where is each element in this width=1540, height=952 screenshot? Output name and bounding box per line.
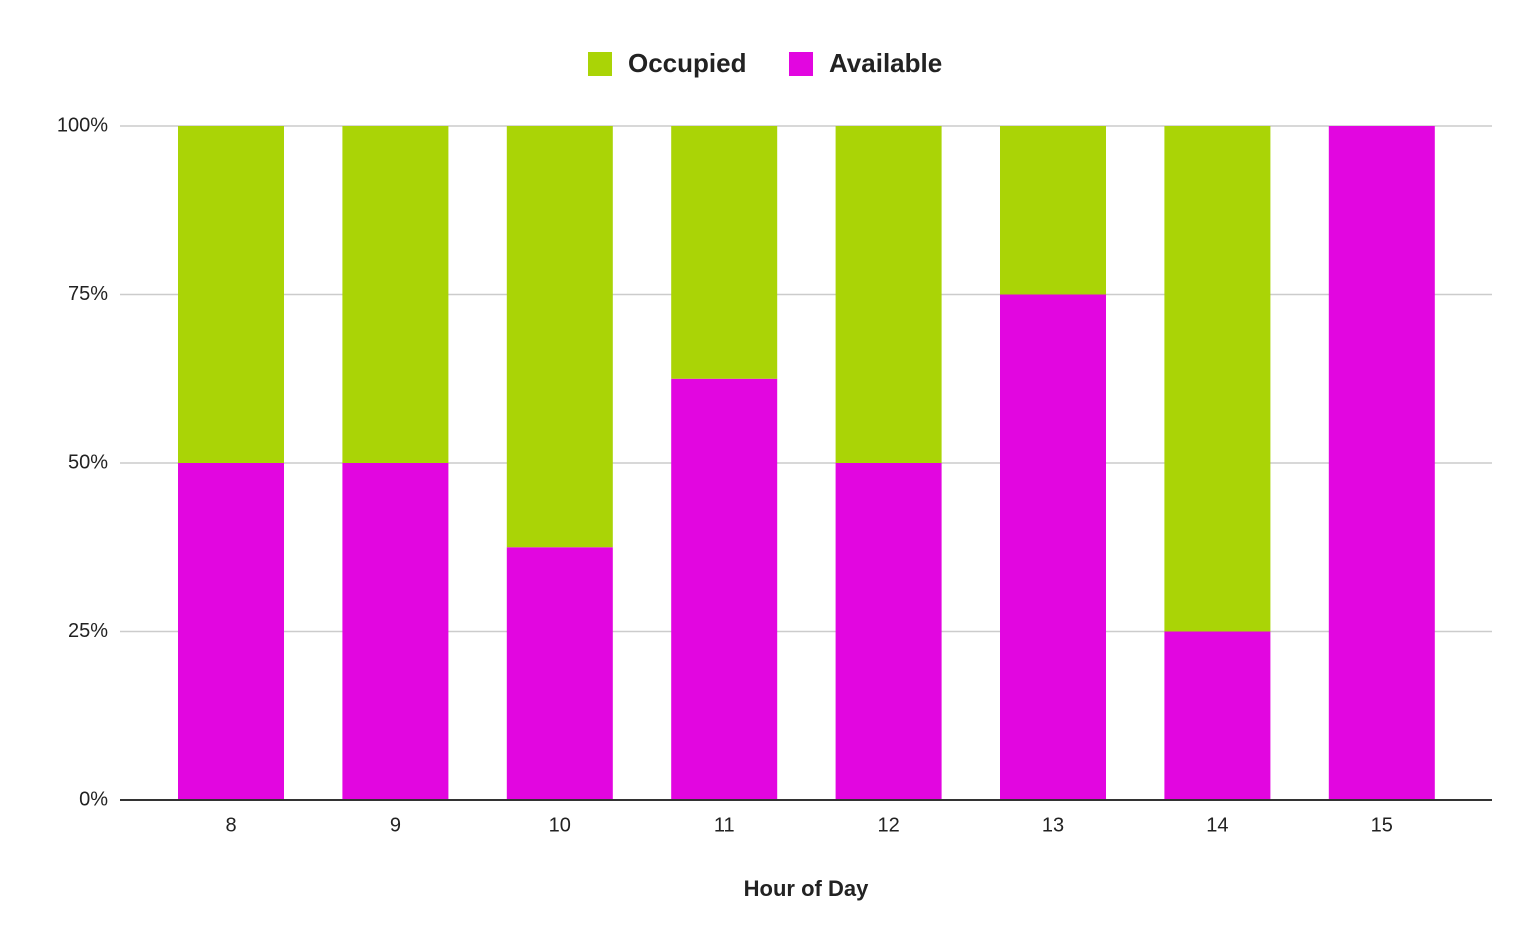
x-tick-label: 15 xyxy=(1371,814,1393,836)
x-tick-label: 11 xyxy=(714,814,735,836)
x-axis-title: Hour of Day xyxy=(744,876,869,901)
x-tick-label: 9 xyxy=(390,814,401,836)
bar-segment xyxy=(342,463,449,800)
x-tick-label: 10 xyxy=(549,814,571,836)
x-tick-label: 8 xyxy=(225,814,236,836)
x-tick-label: 13 xyxy=(1042,814,1064,836)
bar-segment xyxy=(1328,126,1435,800)
bar-segment xyxy=(671,378,778,800)
bar-segment xyxy=(178,463,284,800)
bar-segment xyxy=(835,126,942,463)
bar-segment xyxy=(1000,126,1106,295)
bar-segment xyxy=(506,547,613,800)
bar-segment xyxy=(1000,294,1106,800)
legend-label: Occupied xyxy=(628,48,746,78)
legend-swatch xyxy=(588,52,612,76)
legend-label: Available xyxy=(829,48,942,78)
x-tick-label: 12 xyxy=(877,814,899,836)
bar-segment xyxy=(506,126,613,548)
bar-segment xyxy=(835,463,942,800)
y-tick-label: 75% xyxy=(68,283,108,305)
bar-segment xyxy=(1164,126,1271,632)
x-tick-label: 14 xyxy=(1206,814,1228,836)
y-tick-label: 100% xyxy=(57,114,108,136)
y-tick-label: 50% xyxy=(68,451,108,473)
legend-swatch xyxy=(789,52,813,76)
bar-segment xyxy=(178,126,284,463)
bar-segment xyxy=(671,126,778,379)
bar-segment xyxy=(1164,631,1271,800)
y-tick-label: 25% xyxy=(68,620,108,642)
bar-segment xyxy=(342,126,449,463)
y-tick-label: 0% xyxy=(79,788,108,810)
